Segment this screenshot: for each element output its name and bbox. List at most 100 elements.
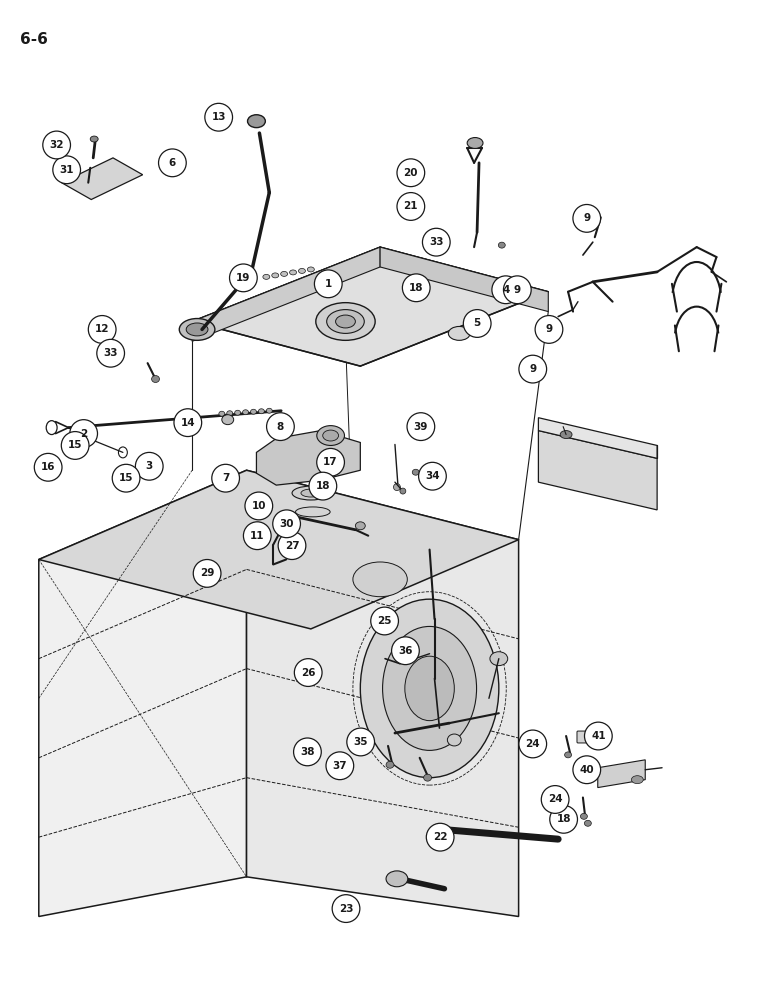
Circle shape (550, 805, 577, 833)
Circle shape (158, 149, 186, 177)
Text: 17: 17 (323, 457, 338, 467)
Text: 3: 3 (146, 461, 153, 471)
Text: 6-6: 6-6 (20, 32, 48, 47)
Text: 9: 9 (545, 324, 552, 334)
Ellipse shape (317, 426, 345, 445)
Text: 21: 21 (403, 201, 418, 211)
Circle shape (136, 452, 163, 480)
Polygon shape (62, 158, 143, 200)
Ellipse shape (386, 761, 394, 768)
Text: 34: 34 (425, 471, 440, 481)
Ellipse shape (263, 274, 270, 279)
Ellipse shape (247, 115, 265, 128)
Circle shape (492, 276, 519, 304)
Ellipse shape (424, 774, 431, 781)
Ellipse shape (448, 734, 461, 746)
Ellipse shape (323, 430, 339, 441)
Text: 9: 9 (583, 213, 590, 223)
Circle shape (407, 413, 434, 440)
Text: 24: 24 (526, 739, 540, 749)
Circle shape (347, 728, 374, 756)
Circle shape (294, 659, 322, 686)
Ellipse shape (580, 813, 587, 819)
Circle shape (541, 786, 569, 813)
Text: 19: 19 (236, 273, 250, 283)
Ellipse shape (448, 326, 470, 340)
Text: 8: 8 (277, 422, 284, 432)
Text: 5: 5 (473, 318, 480, 328)
Text: 33: 33 (104, 348, 118, 358)
Text: 25: 25 (378, 616, 392, 626)
Circle shape (267, 413, 294, 440)
Ellipse shape (289, 270, 296, 275)
Text: 18: 18 (556, 814, 571, 824)
Text: 2: 2 (80, 429, 87, 439)
Circle shape (573, 204, 601, 232)
Ellipse shape (386, 871, 408, 887)
Circle shape (69, 420, 98, 447)
Circle shape (205, 103, 232, 131)
Polygon shape (192, 247, 548, 366)
Ellipse shape (316, 303, 375, 340)
Ellipse shape (151, 376, 159, 382)
Text: 11: 11 (250, 531, 264, 541)
Circle shape (34, 453, 62, 481)
Circle shape (174, 409, 202, 437)
Ellipse shape (335, 315, 356, 328)
Circle shape (62, 432, 89, 459)
Circle shape (519, 355, 547, 383)
Ellipse shape (301, 489, 321, 497)
Ellipse shape (413, 469, 419, 475)
Text: 22: 22 (433, 832, 448, 842)
Polygon shape (597, 760, 645, 788)
Ellipse shape (356, 522, 365, 530)
Circle shape (584, 722, 612, 750)
Circle shape (317, 448, 345, 476)
Circle shape (326, 752, 353, 780)
Ellipse shape (405, 656, 454, 721)
Text: 18: 18 (409, 283, 424, 293)
FancyBboxPatch shape (577, 731, 607, 743)
Circle shape (535, 316, 563, 343)
Text: 27: 27 (285, 541, 300, 551)
Ellipse shape (222, 415, 234, 425)
Ellipse shape (250, 409, 257, 414)
Ellipse shape (498, 242, 505, 248)
Ellipse shape (327, 310, 364, 333)
Circle shape (314, 270, 342, 298)
Polygon shape (39, 470, 246, 916)
Circle shape (278, 532, 306, 559)
Text: 26: 26 (301, 668, 315, 678)
Ellipse shape (266, 408, 272, 413)
Circle shape (397, 193, 424, 220)
Circle shape (427, 823, 454, 851)
Ellipse shape (353, 562, 407, 597)
Circle shape (53, 156, 80, 184)
Circle shape (503, 276, 531, 304)
Ellipse shape (219, 411, 225, 416)
Text: 33: 33 (429, 237, 444, 247)
Circle shape (419, 462, 446, 490)
Text: 20: 20 (403, 168, 418, 178)
Ellipse shape (490, 652, 508, 666)
Text: 10: 10 (252, 501, 266, 511)
Circle shape (193, 560, 221, 587)
Ellipse shape (631, 776, 644, 784)
Ellipse shape (179, 319, 215, 340)
Ellipse shape (382, 626, 477, 750)
Ellipse shape (560, 431, 572, 439)
Polygon shape (246, 470, 519, 916)
Circle shape (423, 228, 450, 256)
Circle shape (397, 159, 424, 187)
Ellipse shape (258, 409, 264, 414)
Text: 41: 41 (591, 731, 605, 741)
Text: 12: 12 (95, 324, 109, 334)
Ellipse shape (584, 820, 591, 826)
Text: 4: 4 (502, 285, 509, 295)
Ellipse shape (360, 599, 499, 778)
Ellipse shape (186, 323, 208, 336)
Circle shape (273, 510, 300, 538)
Ellipse shape (467, 138, 483, 148)
Text: 9: 9 (514, 285, 521, 295)
Text: 35: 35 (353, 737, 368, 747)
